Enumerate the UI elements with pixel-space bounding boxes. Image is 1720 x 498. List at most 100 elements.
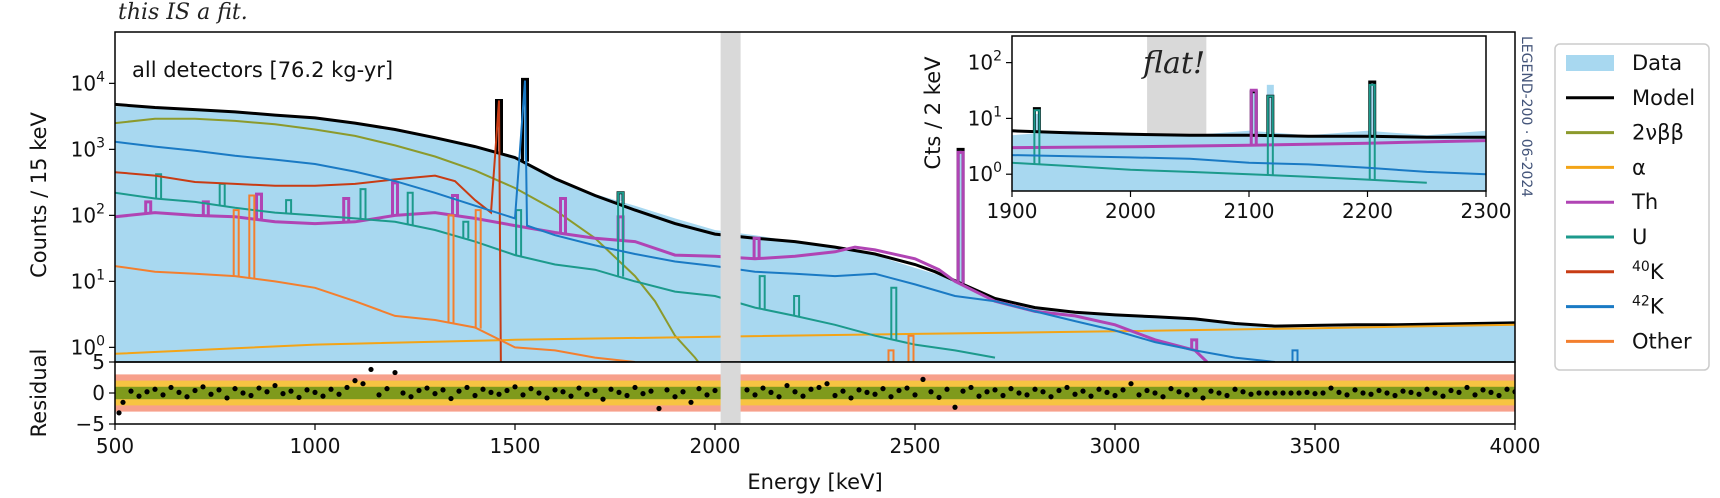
legend-label-3: α xyxy=(1632,155,1646,179)
residual-point-77 xyxy=(752,392,758,398)
residual-blinded-region xyxy=(720,362,741,424)
residual-point-83 xyxy=(800,393,806,399)
residual-point-122 xyxy=(1112,392,1118,399)
residual-point-109 xyxy=(1008,386,1014,392)
main-series-line-8 xyxy=(115,265,636,362)
residual-point-0 xyxy=(116,410,122,416)
residual-point-72 xyxy=(688,399,694,405)
residual-point-126 xyxy=(1144,387,1150,394)
residual-point-39 xyxy=(424,385,430,391)
residual-point-57 xyxy=(568,393,574,399)
residual-point-103 xyxy=(960,388,966,394)
residual-point-90 xyxy=(856,387,862,393)
legend-label-8: Other xyxy=(1632,329,1692,353)
residual-point-60 xyxy=(592,387,598,394)
main-series-4-peak-6 xyxy=(559,197,567,234)
xtick-label-0: 500 xyxy=(96,434,134,458)
residual-point-24 xyxy=(304,387,310,393)
inset-data-peak-1 xyxy=(1250,91,1258,132)
residual-point-23 xyxy=(296,394,302,400)
residual-point-133 xyxy=(1200,395,1206,401)
residual-point-16 xyxy=(240,390,246,396)
residual-point-14 xyxy=(224,395,230,401)
legend-label-4: Th xyxy=(1631,190,1658,214)
residual-point-68 xyxy=(656,405,662,412)
main-series-line-7 xyxy=(115,80,1276,362)
residual-point-169 xyxy=(1488,389,1494,395)
residual-point-79 xyxy=(768,389,774,395)
residual-point-137 xyxy=(1232,386,1238,392)
residual-point-125 xyxy=(1136,392,1142,398)
residual-point-164 xyxy=(1448,387,1454,394)
residual-ytick-label-2: −5 xyxy=(76,412,105,436)
residual-point-128 xyxy=(1160,394,1166,400)
residual-point-63 xyxy=(616,389,622,395)
inset-data-peak-3 xyxy=(1368,81,1376,132)
residual-point-99 xyxy=(928,389,934,395)
inset-panel: 100 101 102 1900 2000 2100 2200 2300 Cts / 2 ke… xyxy=(921,35,1511,223)
residual-point-108 xyxy=(1000,392,1006,399)
residual-point-3 xyxy=(136,393,142,399)
residual-point-37 xyxy=(408,394,414,400)
main-series-8-peak-0 xyxy=(232,209,240,277)
xtick-label-7: 4000 xyxy=(1490,434,1541,458)
residual-point-65 xyxy=(632,384,638,391)
residual-point-17 xyxy=(248,392,254,399)
main-series-5-peak-0 xyxy=(155,173,163,199)
legend: Data Model 2νββ α Th U 40K 42K Other xyxy=(1554,43,1710,371)
residual-point-53 xyxy=(536,390,542,396)
residual-point-149 xyxy=(1328,385,1334,391)
residual-point-154 xyxy=(1368,391,1374,397)
residual-point-31 xyxy=(360,381,366,387)
detector-annotation: all detectors [76.2 kg-yr] xyxy=(132,58,393,82)
main-series-5-peak-3 xyxy=(359,188,367,220)
residual-point-32 xyxy=(368,366,374,373)
xtick-label-4: 2500 xyxy=(890,434,941,458)
residual-point-147 xyxy=(1312,391,1318,397)
residual-point-88 xyxy=(840,388,846,394)
main-ytick-label-3: 103 xyxy=(71,135,105,161)
residual-point-46 xyxy=(480,386,486,392)
residual-point-61 xyxy=(600,396,606,402)
residual-point-56 xyxy=(560,389,566,395)
residual-panel: 5 0 −5 Residual xyxy=(27,349,1516,437)
residual-point-50 xyxy=(512,384,518,390)
residual-point-1 xyxy=(120,399,126,405)
inset-ytick-label-0: 100 xyxy=(968,160,1002,186)
main-series-7-peak-0 xyxy=(1291,349,1299,362)
inset-xtick-label-1: 2000 xyxy=(1105,199,1156,223)
residual-point-100 xyxy=(936,394,942,400)
residual-point-150 xyxy=(1336,389,1342,395)
residual-point-84 xyxy=(808,386,814,392)
inset-series-3-peak-0 xyxy=(1033,109,1041,165)
residual-point-42 xyxy=(448,395,454,402)
residual-point-52 xyxy=(528,386,534,392)
xtick-label-6: 3500 xyxy=(1290,434,1341,458)
residual-point-12 xyxy=(208,391,214,397)
main-series-line-1 xyxy=(115,102,1515,328)
inset-series-3-peak-1 xyxy=(1266,95,1274,176)
xtick-label-3: 2000 xyxy=(690,434,741,458)
inset-data-peak-2 xyxy=(1266,84,1274,133)
residual-point-146 xyxy=(1304,389,1310,395)
main-ytick-label-4: 104 xyxy=(71,69,105,95)
residual-point-76 xyxy=(744,387,750,393)
x-axis: 500 1000 1500 2000 2500 3000 3500 4000 xyxy=(96,424,1541,458)
residual-point-132 xyxy=(1192,387,1198,393)
residual-point-165 xyxy=(1456,389,1462,395)
watermark: LEGEND-200 · 06-2024 xyxy=(1518,36,1534,197)
main-series-data-fill xyxy=(115,106,1515,362)
residual-point-160 xyxy=(1416,391,1422,397)
residual-point-28 xyxy=(336,391,342,397)
residual-point-58 xyxy=(576,385,582,391)
main-series-4-peak-9 xyxy=(956,150,965,284)
inset-xtick-label-3: 2200 xyxy=(1342,199,1393,223)
residual-point-104 xyxy=(968,384,974,391)
residual-point-67 xyxy=(648,388,654,394)
legend-label-7: 42K xyxy=(1632,294,1665,319)
residual-point-123 xyxy=(1120,387,1126,393)
inset-xtick-label-2: 2100 xyxy=(1224,199,1275,223)
residual-point-152 xyxy=(1352,387,1358,393)
main-series-4-peak-4 xyxy=(391,181,399,216)
residual-point-87 xyxy=(832,392,838,399)
